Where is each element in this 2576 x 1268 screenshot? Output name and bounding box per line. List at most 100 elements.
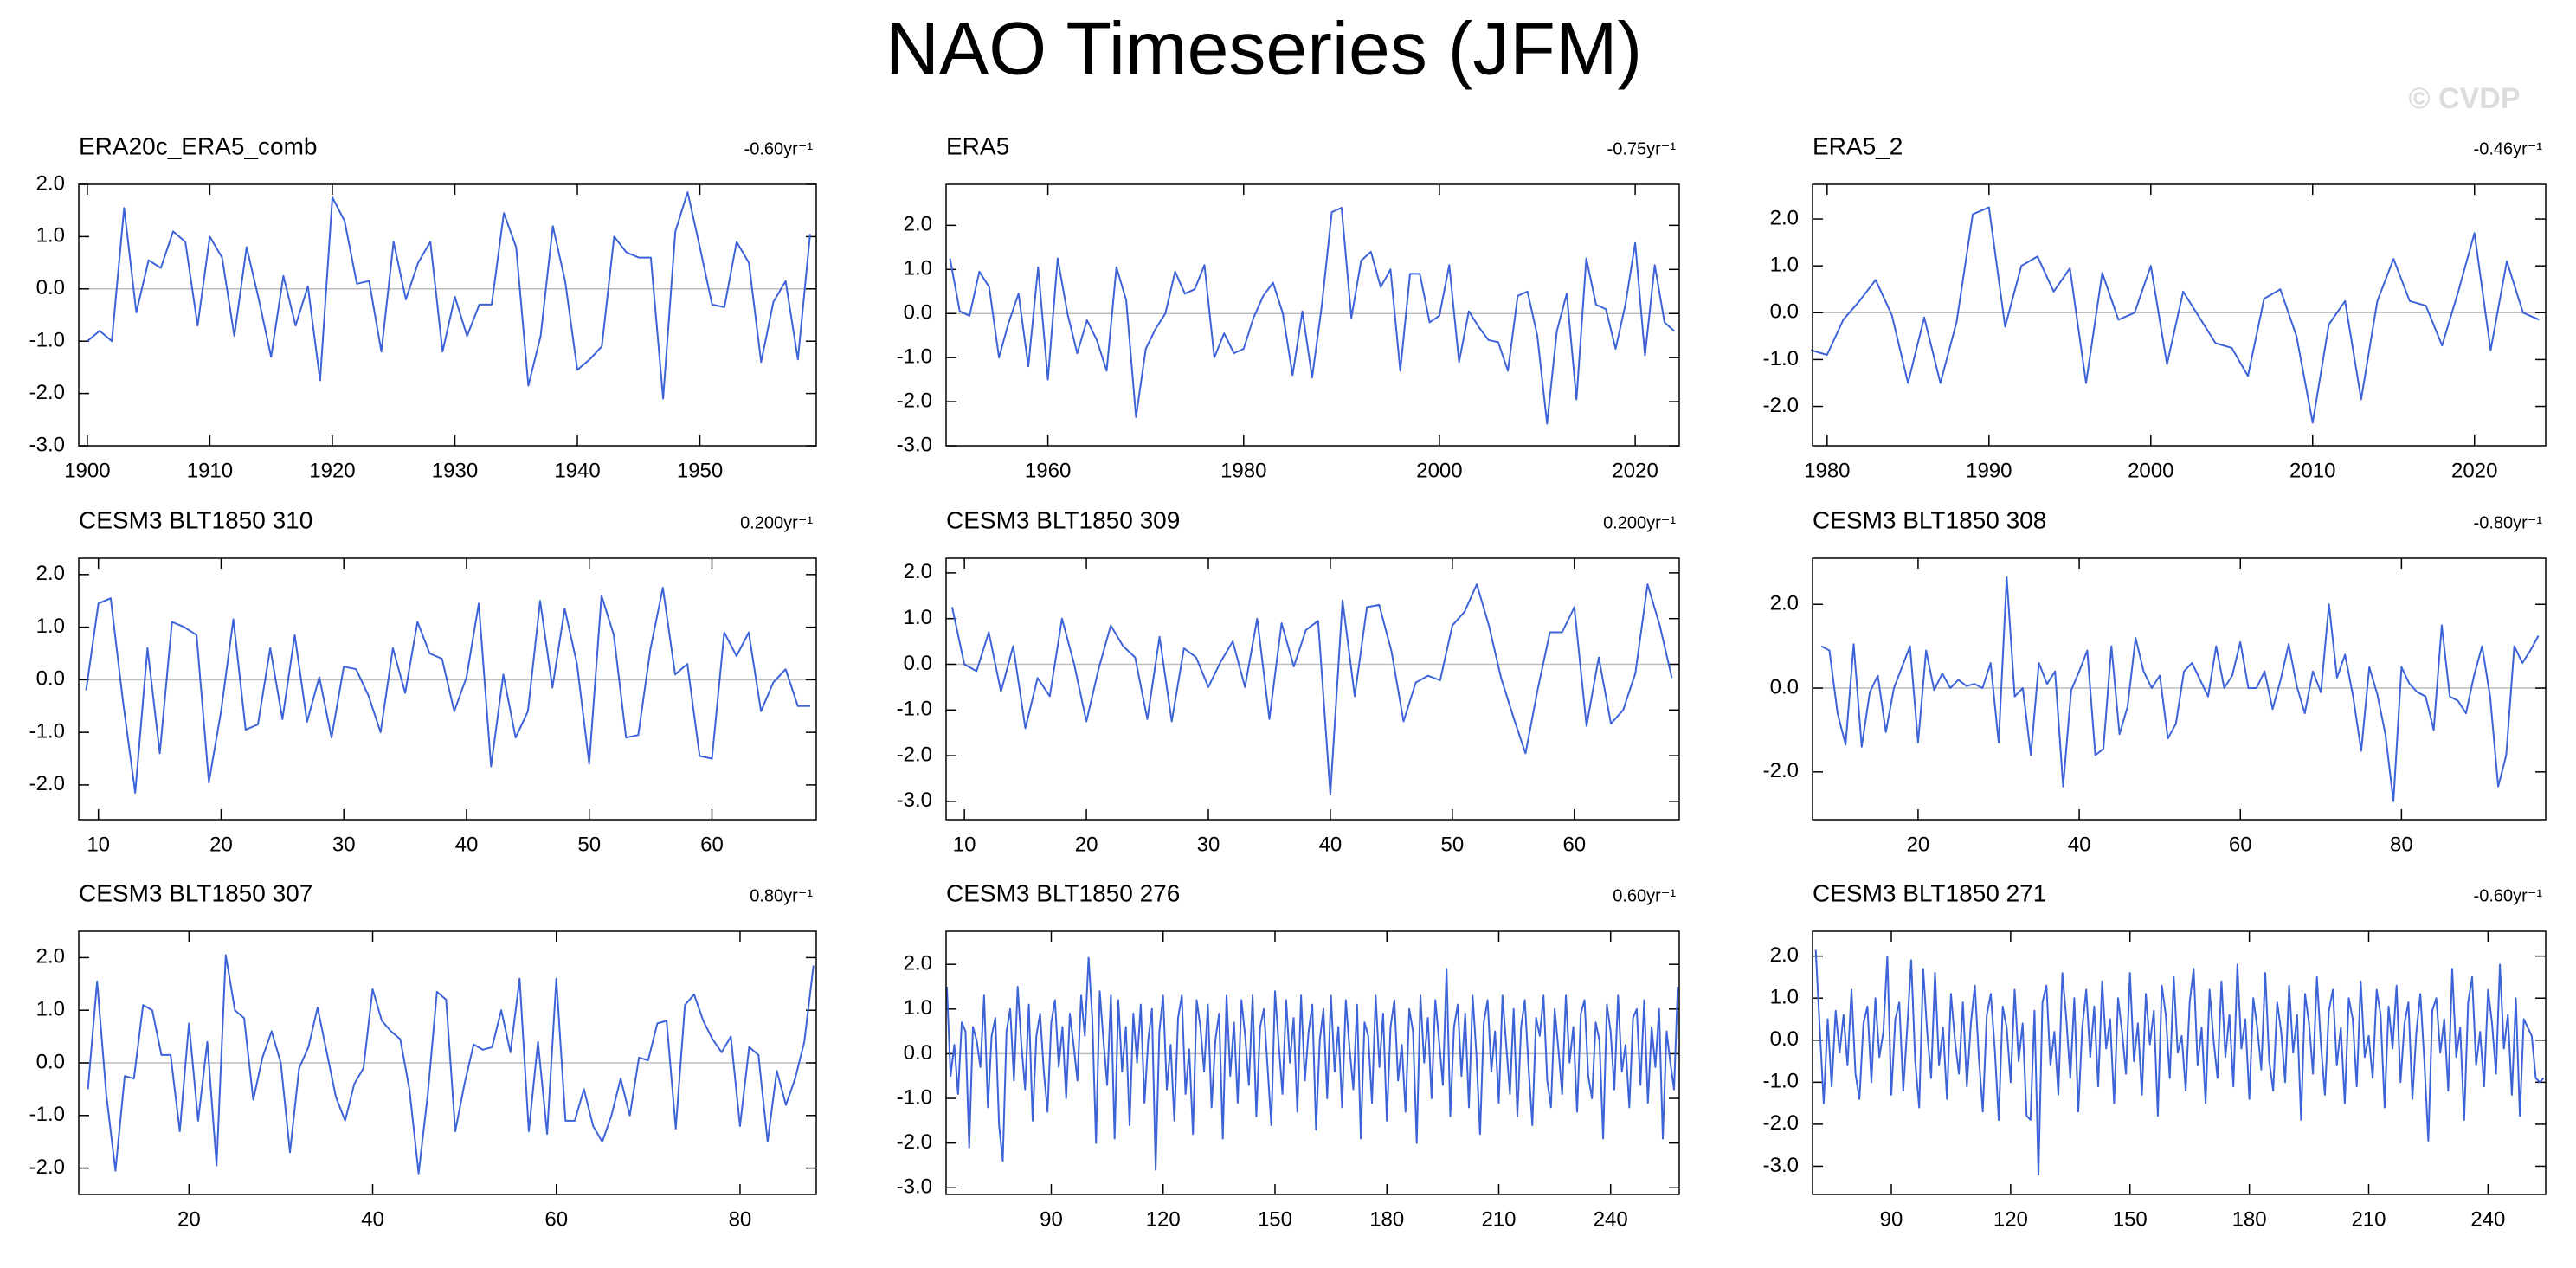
plot-frame bbox=[78, 930, 817, 1195]
trend-label: 0.200yr⁻¹ bbox=[1603, 513, 1676, 532]
x-tick-label: 1960 bbox=[1025, 459, 1071, 482]
watermark: © CVDP bbox=[2409, 82, 2521, 115]
x-tick-label: 1920 bbox=[309, 459, 355, 482]
y-tick-label: 0.0 bbox=[904, 1041, 932, 1065]
y-tick-label: 0.0 bbox=[1770, 300, 1799, 324]
x-tick-label: 60 bbox=[700, 833, 724, 856]
y-tick-label: 2.0 bbox=[904, 213, 932, 236]
y-tick-label: 2.0 bbox=[904, 952, 932, 975]
x-tick-label: 30 bbox=[332, 833, 356, 856]
y-tick-label: -3.0 bbox=[897, 1175, 932, 1199]
x-tick-label: 240 bbox=[1594, 1207, 1628, 1231]
y-tick-label: -1.0 bbox=[29, 719, 65, 743]
trend-label: -0.60yr⁻¹ bbox=[2474, 886, 2543, 905]
x-tick-label: 120 bbox=[1146, 1207, 1181, 1231]
x-tick-label: 40 bbox=[455, 833, 479, 856]
panel-title: ERA20c_ERA5_comb bbox=[79, 132, 317, 159]
y-tick-label: 1.0 bbox=[36, 224, 65, 248]
x-tick-label: 150 bbox=[2113, 1207, 2148, 1231]
x-tick-label: 2000 bbox=[2128, 459, 2174, 482]
x-tick-label: 90 bbox=[1880, 1207, 1903, 1231]
y-tick-label: 0.0 bbox=[904, 652, 932, 675]
x-tick-label: 60 bbox=[2229, 833, 2252, 856]
y-tick-label: 1.0 bbox=[904, 996, 932, 1020]
plot-frame bbox=[78, 183, 817, 447]
y-tick-label: -2.0 bbox=[29, 1155, 65, 1179]
x-tick-label: 30 bbox=[1197, 833, 1220, 856]
plot-frame bbox=[945, 557, 1680, 821]
y-tick-label: 1.0 bbox=[1770, 986, 1799, 1009]
y-tick-label: 1.0 bbox=[904, 606, 932, 629]
x-tick-label: 90 bbox=[1040, 1207, 1063, 1231]
y-tick-label: -3.0 bbox=[897, 433, 932, 456]
panel-title: CESM3 BLT1850 308 bbox=[1813, 506, 2046, 533]
y-tick-label: 0.0 bbox=[1770, 1027, 1799, 1051]
x-tick-label: 2020 bbox=[1612, 459, 1658, 482]
data-line bbox=[85, 587, 810, 794]
panel-title: CESM3 BLT1850 310 bbox=[79, 506, 312, 533]
y-tick-label: 0.0 bbox=[1770, 675, 1799, 698]
y-tick-label: 2.0 bbox=[1770, 592, 1799, 615]
x-tick-label: 10 bbox=[87, 833, 110, 856]
x-tick-label: 40 bbox=[1319, 833, 1343, 856]
y-tick-label: -1.0 bbox=[1763, 1070, 1799, 1093]
y-tick-label: -3.0 bbox=[29, 433, 65, 456]
panel-title: CESM3 BLT1850 271 bbox=[1813, 879, 2046, 906]
panel-title: ERA5_2 bbox=[1813, 132, 1903, 159]
x-tick-label: 1990 bbox=[1966, 459, 2012, 482]
plot-frame bbox=[1812, 557, 2547, 821]
x-tick-label: 20 bbox=[177, 1207, 201, 1231]
x-tick-label: 1980 bbox=[1804, 459, 1850, 482]
y-tick-label: 2.0 bbox=[36, 945, 65, 969]
x-tick-label: 10 bbox=[953, 833, 976, 856]
x-tick-label: 210 bbox=[1481, 1207, 1516, 1231]
x-tick-label: 20 bbox=[1075, 833, 1098, 856]
trend-label: 0.200yr⁻¹ bbox=[740, 513, 813, 532]
y-tick-label: -1.0 bbox=[29, 1103, 65, 1126]
x-tick-label: 2000 bbox=[1416, 459, 1462, 482]
y-tick-label: -2.0 bbox=[1763, 1111, 1799, 1135]
y-tick-label: -1.0 bbox=[897, 344, 932, 368]
y-tick-label: 0.0 bbox=[36, 276, 65, 299]
x-tick-label: 120 bbox=[1993, 1207, 2028, 1231]
plot-frame bbox=[945, 930, 1680, 1195]
y-tick-label: -2.0 bbox=[1763, 394, 1799, 417]
x-tick-label: 2010 bbox=[2289, 459, 2335, 482]
x-tick-label: 20 bbox=[1907, 833, 1930, 856]
x-tick-label: 60 bbox=[1562, 833, 1586, 856]
y-tick-label: 1.0 bbox=[36, 998, 65, 1021]
y-tick-label: 0.0 bbox=[36, 1050, 65, 1073]
y-tick-label: -1.0 bbox=[1763, 347, 1799, 370]
data-line bbox=[949, 207, 1675, 425]
y-tick-label: -2.0 bbox=[897, 743, 932, 766]
x-tick-label: 2020 bbox=[2451, 459, 2497, 482]
panel-title: CESM3 BLT1850 307 bbox=[79, 879, 312, 906]
y-tick-label: 2.0 bbox=[36, 562, 65, 585]
y-tick-label: -1.0 bbox=[29, 329, 65, 352]
trend-label: -0.46yr⁻¹ bbox=[2474, 139, 2543, 158]
y-tick-label: -2.0 bbox=[897, 1130, 932, 1154]
y-tick-label: -3.0 bbox=[1763, 1154, 1799, 1177]
x-tick-label: 180 bbox=[1369, 1207, 1404, 1231]
x-tick-label: 50 bbox=[1441, 833, 1465, 856]
data-line bbox=[945, 956, 1679, 1171]
y-tick-label: 0.0 bbox=[36, 667, 65, 691]
plot-frame bbox=[78, 557, 817, 821]
x-tick-label: 80 bbox=[729, 1207, 752, 1231]
data-line bbox=[1810, 206, 2540, 424]
x-tick-label: 1900 bbox=[64, 459, 110, 482]
plot-frame bbox=[1812, 930, 2547, 1195]
y-tick-label: 1.0 bbox=[36, 615, 65, 638]
data-line bbox=[1814, 949, 2545, 1176]
panel-title: CESM3 BLT1850 276 bbox=[946, 879, 1180, 906]
plot-frame bbox=[945, 183, 1680, 447]
x-tick-label: 240 bbox=[2470, 1207, 2505, 1231]
x-tick-label: 180 bbox=[2232, 1207, 2267, 1231]
panel-title: CESM3 BLT1850 309 bbox=[946, 506, 1180, 533]
y-tick-label: 2.0 bbox=[1770, 943, 1799, 967]
trend-label: -0.75yr⁻¹ bbox=[1607, 139, 1677, 158]
y-tick-label: 2.0 bbox=[904, 560, 932, 583]
x-tick-label: 150 bbox=[1258, 1207, 1292, 1231]
y-tick-label: -2.0 bbox=[897, 389, 932, 412]
